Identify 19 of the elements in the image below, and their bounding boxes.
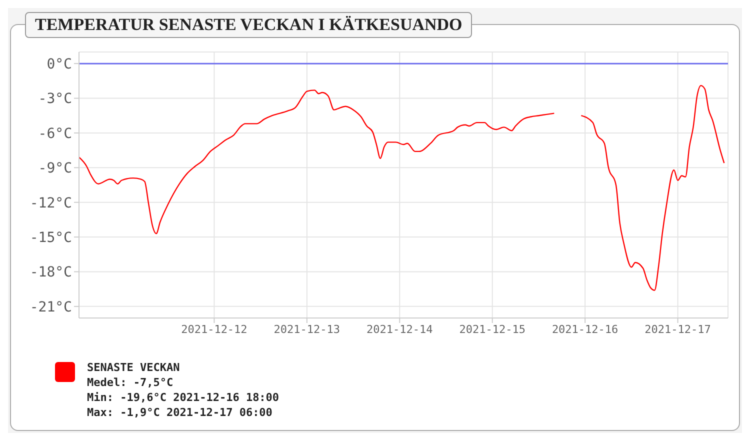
y-tick-label: -6°C <box>38 126 72 142</box>
text: Max: -1,9°C 2021-12-17 06:00 <box>87 405 274 420</box>
x-tick-label: 2021-12-15 <box>459 322 526 336</box>
x-tick-label: 2021-12-16 <box>552 322 618 336</box>
text: Medel: -7,5°C <box>87 375 174 390</box>
y-tick-label: -21°C <box>30 299 72 316</box>
x-tick-label: 2021-12-17 <box>644 322 711 336</box>
y-tick-label: -18°C <box>30 264 72 281</box>
x-tick-label: 2021-12-12 <box>181 322 248 336</box>
y-tick-label: -9°C <box>38 160 72 177</box>
y-tick-label: -3°C <box>38 91 72 108</box>
y-tick-label: 0°C <box>46 56 72 73</box>
y-tick-label: -12°C <box>30 195 72 212</box>
x-tick-label: 2021-12-14 <box>366 322 434 336</box>
text: Min: -19,6°C 2021-12-16 18:00 <box>87 390 280 405</box>
legend-label: SENASTE VECKAN <box>87 360 181 375</box>
chart-title: TEMPERATUR SENASTE VECKAN I KÄTKESUANDO <box>25 12 472 38</box>
x-tick-label: 2021-12-13 <box>274 322 340 336</box>
y-tick-label: -15°C <box>30 230 72 246</box>
